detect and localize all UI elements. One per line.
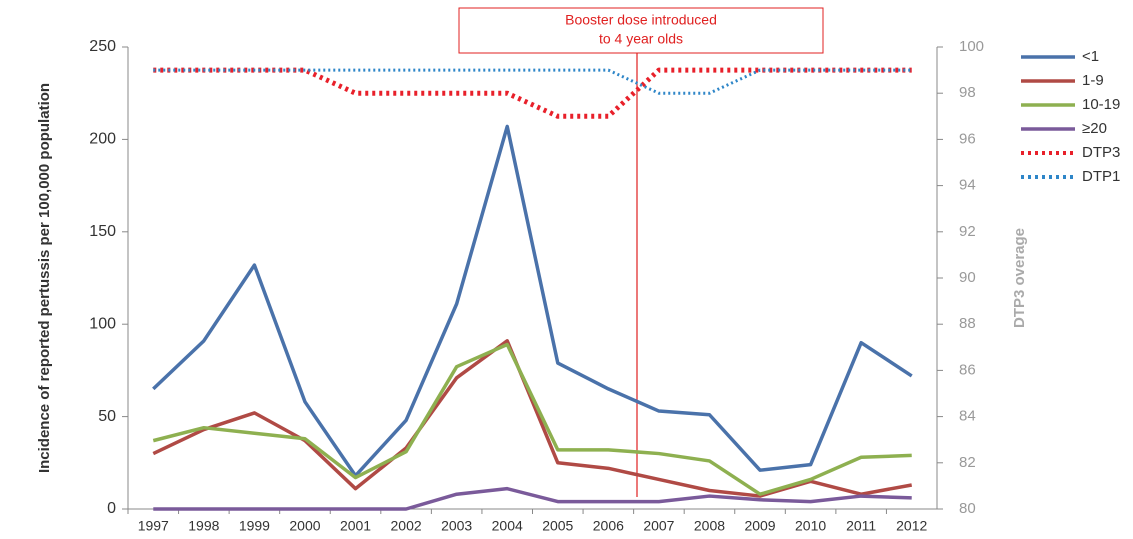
series-line [153, 68, 912, 95]
y2-tick-label: 90 [959, 269, 976, 286]
legend-label: <1 [1082, 48, 1099, 65]
x-tick-label: 2012 [896, 518, 927, 534]
series-line [152, 342, 912, 496]
y2-tick-label: 98 [959, 84, 976, 101]
y-tick-label: 200 [89, 131, 116, 148]
legend-label: DTP1 [1082, 168, 1120, 185]
y-tick-label: 250 [89, 38, 116, 55]
x-tick-label: 2006 [593, 518, 624, 534]
series-line [153, 67, 912, 119]
legend-label: DTP3 [1082, 144, 1120, 161]
y2-tick-label: 96 [959, 130, 976, 147]
x-tick-label: 2001 [340, 518, 371, 534]
y2-tick-label: 86 [959, 361, 976, 378]
series-line [153, 486, 912, 511]
y2-tick-label: 80 [959, 500, 976, 517]
x-tick-label: 2002 [391, 518, 422, 534]
legend-label: 10-19 [1082, 96, 1120, 113]
x-tick-label: 1997 [138, 518, 169, 534]
series-line [152, 339, 913, 498]
y2-tick-label: 84 [959, 408, 976, 425]
x-tick-label: 2003 [441, 518, 472, 534]
x-tick-label: 2011 [846, 518, 876, 534]
y-tick-label: 150 [89, 223, 116, 240]
legend-label: 1-9 [1082, 72, 1104, 89]
legend-label: ≥20 [1082, 120, 1107, 137]
y-tick-label: 0 [107, 500, 116, 517]
x-tick-label: 2010 [795, 518, 826, 534]
x-tick-label: 2004 [492, 518, 523, 534]
y2-axis-title: DTP3 overage [1011, 228, 1028, 328]
annotation-text: to 4 year olds [599, 31, 683, 47]
annotation-box [458, 7, 824, 54]
y-axis-title: Incidence of reported pertussis per 100,… [36, 83, 53, 473]
x-tick-label: 2000 [289, 518, 320, 534]
y2-tick-label: 92 [959, 223, 976, 240]
y2-tick-label: 100 [959, 38, 984, 55]
annotation-text: Booster dose introduced [565, 12, 717, 28]
x-tick-label: 1999 [239, 518, 270, 534]
y-tick-label: 100 [89, 315, 116, 332]
x-tick-label: 2007 [643, 518, 674, 534]
series-line [152, 124, 913, 478]
x-tick-label: 2005 [542, 518, 573, 534]
y-tick-label: 50 [98, 408, 116, 425]
y2-tick-label: 88 [959, 315, 976, 332]
x-tick-label: 2008 [694, 518, 725, 534]
x-tick-label: 2009 [744, 518, 775, 534]
y2-tick-label: 94 [959, 177, 976, 194]
y2-tick-label: 82 [959, 454, 976, 471]
x-tick-label: 1998 [188, 518, 219, 534]
